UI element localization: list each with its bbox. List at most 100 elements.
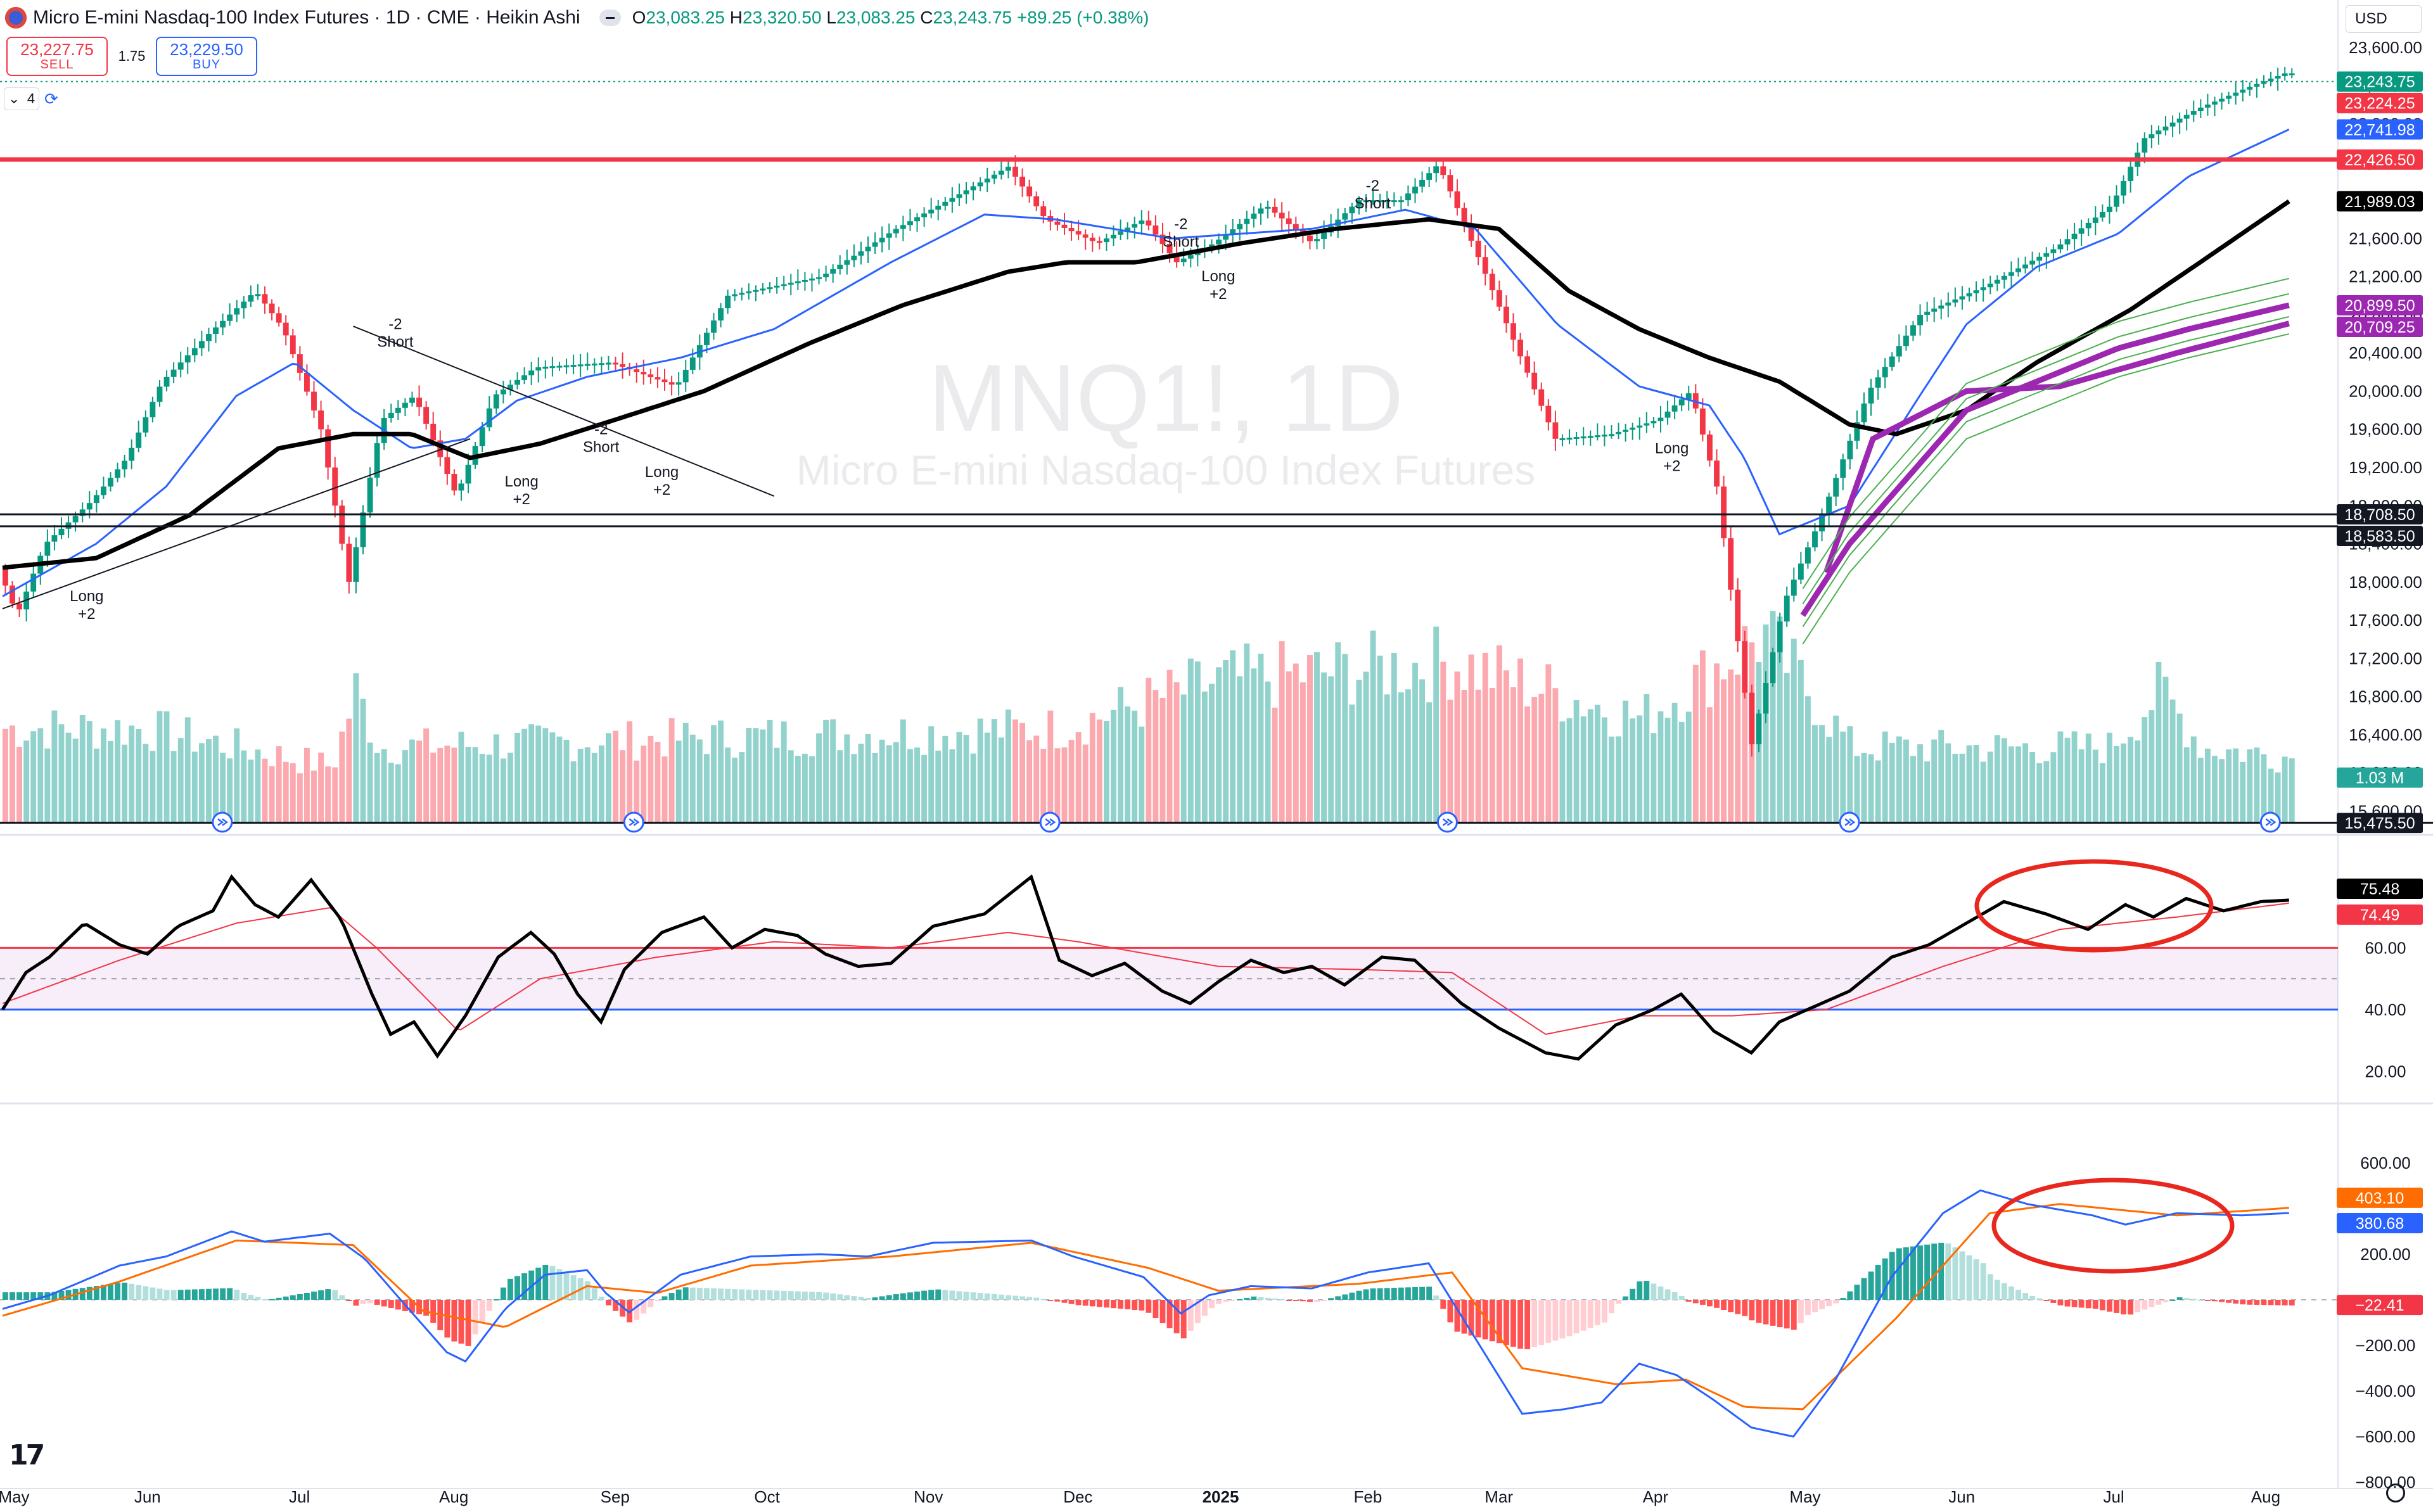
symbol-title[interactable]: Micro E-mini Nasdaq-100 Index Futures · … xyxy=(33,7,580,28)
candle-body xyxy=(977,182,983,187)
volume-bar xyxy=(577,749,584,823)
settings-icon[interactable] xyxy=(2386,1483,2405,1502)
macd-histogram-bar xyxy=(746,1289,752,1300)
volume-bar xyxy=(1531,697,1538,823)
candle-body xyxy=(416,397,422,407)
candle-body xyxy=(1096,241,1102,243)
macd-histogram-bar xyxy=(1735,1300,1741,1314)
macd-histogram-bar xyxy=(535,1267,542,1300)
volume-bar xyxy=(1230,650,1236,823)
sync-icon[interactable]: ⟳ xyxy=(44,89,58,108)
macd-histogram-bar xyxy=(1118,1300,1123,1309)
volume-bar xyxy=(1777,616,1783,823)
macd-histogram-bar xyxy=(1342,1294,1348,1300)
volume-bar xyxy=(1384,694,1390,823)
tradingview-logo-icon[interactable]: 17 xyxy=(9,1439,45,1471)
candle-body xyxy=(191,348,198,355)
volume-bar xyxy=(493,734,499,823)
volume-bar xyxy=(718,720,724,823)
macd-histogram-bar xyxy=(1847,1291,1853,1300)
time-axis-tick: Sep xyxy=(601,1487,630,1506)
macd-histogram-bar xyxy=(37,1292,44,1300)
volume-bar xyxy=(241,750,247,823)
candle-body xyxy=(1447,175,1453,192)
volume-bar xyxy=(591,753,597,823)
candle-body xyxy=(1994,279,2000,284)
candle-body xyxy=(949,198,955,202)
volume-bar xyxy=(150,751,156,823)
volume-bar xyxy=(508,753,513,823)
volume-bar xyxy=(213,735,219,823)
indicator-legend-toggle[interactable]: ⌄ 4 ⟳ xyxy=(4,87,58,110)
volume-bar xyxy=(1159,697,1166,823)
macd-histogram-bar xyxy=(655,1300,661,1301)
volume-bar xyxy=(1173,682,1180,823)
candle-body xyxy=(2078,228,2085,234)
macd-histogram-bar xyxy=(79,1288,86,1300)
macd-histogram-bar xyxy=(2057,1300,2064,1306)
candle-body xyxy=(2107,206,2112,212)
volume-bar xyxy=(1573,699,1580,823)
candle-body xyxy=(1889,356,1895,367)
volume-bar xyxy=(865,734,871,823)
candle-body xyxy=(409,397,415,403)
macd-histogram-bar xyxy=(2183,1298,2190,1300)
macd-histogram-bar xyxy=(2162,1300,2169,1302)
macd-histogram-bar xyxy=(241,1292,247,1300)
candle-body xyxy=(598,363,604,365)
macd-histogram-bar xyxy=(1637,1281,1643,1300)
candle-body xyxy=(2169,122,2176,127)
volume-bar xyxy=(2268,768,2274,823)
volume-bar xyxy=(2128,737,2134,823)
macd-histogram-bar xyxy=(2078,1300,2085,1308)
volume-bar xyxy=(1637,715,1643,823)
candle-body xyxy=(2219,98,2225,102)
volume-bar xyxy=(1692,664,1699,823)
macd-histogram-bar xyxy=(1651,1283,1657,1300)
macd-histogram-bar xyxy=(423,1300,430,1316)
macd-histogram-bar xyxy=(1265,1297,1271,1300)
macd-histogram-bar xyxy=(184,1289,191,1300)
candle-body xyxy=(732,294,738,296)
buy-button[interactable]: 23,229.50 BUY xyxy=(156,37,257,76)
candle-body xyxy=(2282,73,2288,76)
macd-histogram-bar xyxy=(1258,1297,1264,1300)
volume-bar xyxy=(809,756,815,823)
candle-body xyxy=(648,374,654,378)
macd-axis-tick: −200.00 xyxy=(2356,1336,2416,1355)
macd-histogram-bar xyxy=(1194,1300,1201,1323)
candle-body xyxy=(1125,227,1131,232)
price-label-text: 22,741.98 xyxy=(2344,121,2415,139)
price-axis-tick: 17,600.00 xyxy=(2349,611,2422,630)
volume-bar xyxy=(788,750,794,823)
candle-body xyxy=(1384,200,1390,203)
macd-histogram-bar xyxy=(1279,1299,1285,1301)
volume-bar xyxy=(30,731,37,823)
candle-body xyxy=(1349,206,1355,213)
candle-body xyxy=(1440,166,1446,175)
volume-bar xyxy=(2240,761,2246,823)
volume-bar xyxy=(1068,740,1075,823)
macd-histogram-bar xyxy=(1321,1300,1327,1301)
currency-selector[interactable]: USD xyxy=(2346,5,2422,33)
candle-body xyxy=(1917,314,1923,326)
collapse-icon[interactable] xyxy=(599,10,621,26)
moving-average-line xyxy=(2,128,2290,597)
macd-histogram-bar xyxy=(2036,1298,2043,1300)
volume-bar xyxy=(2254,747,2260,823)
sell-button[interactable]: 23,227.75 SELL xyxy=(6,37,108,76)
macd-histogram-bar xyxy=(388,1300,394,1308)
volume-bar xyxy=(535,725,542,823)
macd-value-label xyxy=(2337,1187,2423,1208)
macd-histogram-bar xyxy=(1475,1300,1481,1338)
candle-body xyxy=(1770,652,1776,683)
volume-bar xyxy=(500,758,506,823)
volume-bar xyxy=(2226,749,2232,823)
candle-body xyxy=(1517,340,1523,357)
candle-body xyxy=(1728,538,1734,590)
volume-bar xyxy=(2247,749,2253,823)
candle-body xyxy=(465,464,471,484)
volume-bar xyxy=(1139,727,1145,823)
macd-histogram-bar xyxy=(1230,1300,1236,1301)
